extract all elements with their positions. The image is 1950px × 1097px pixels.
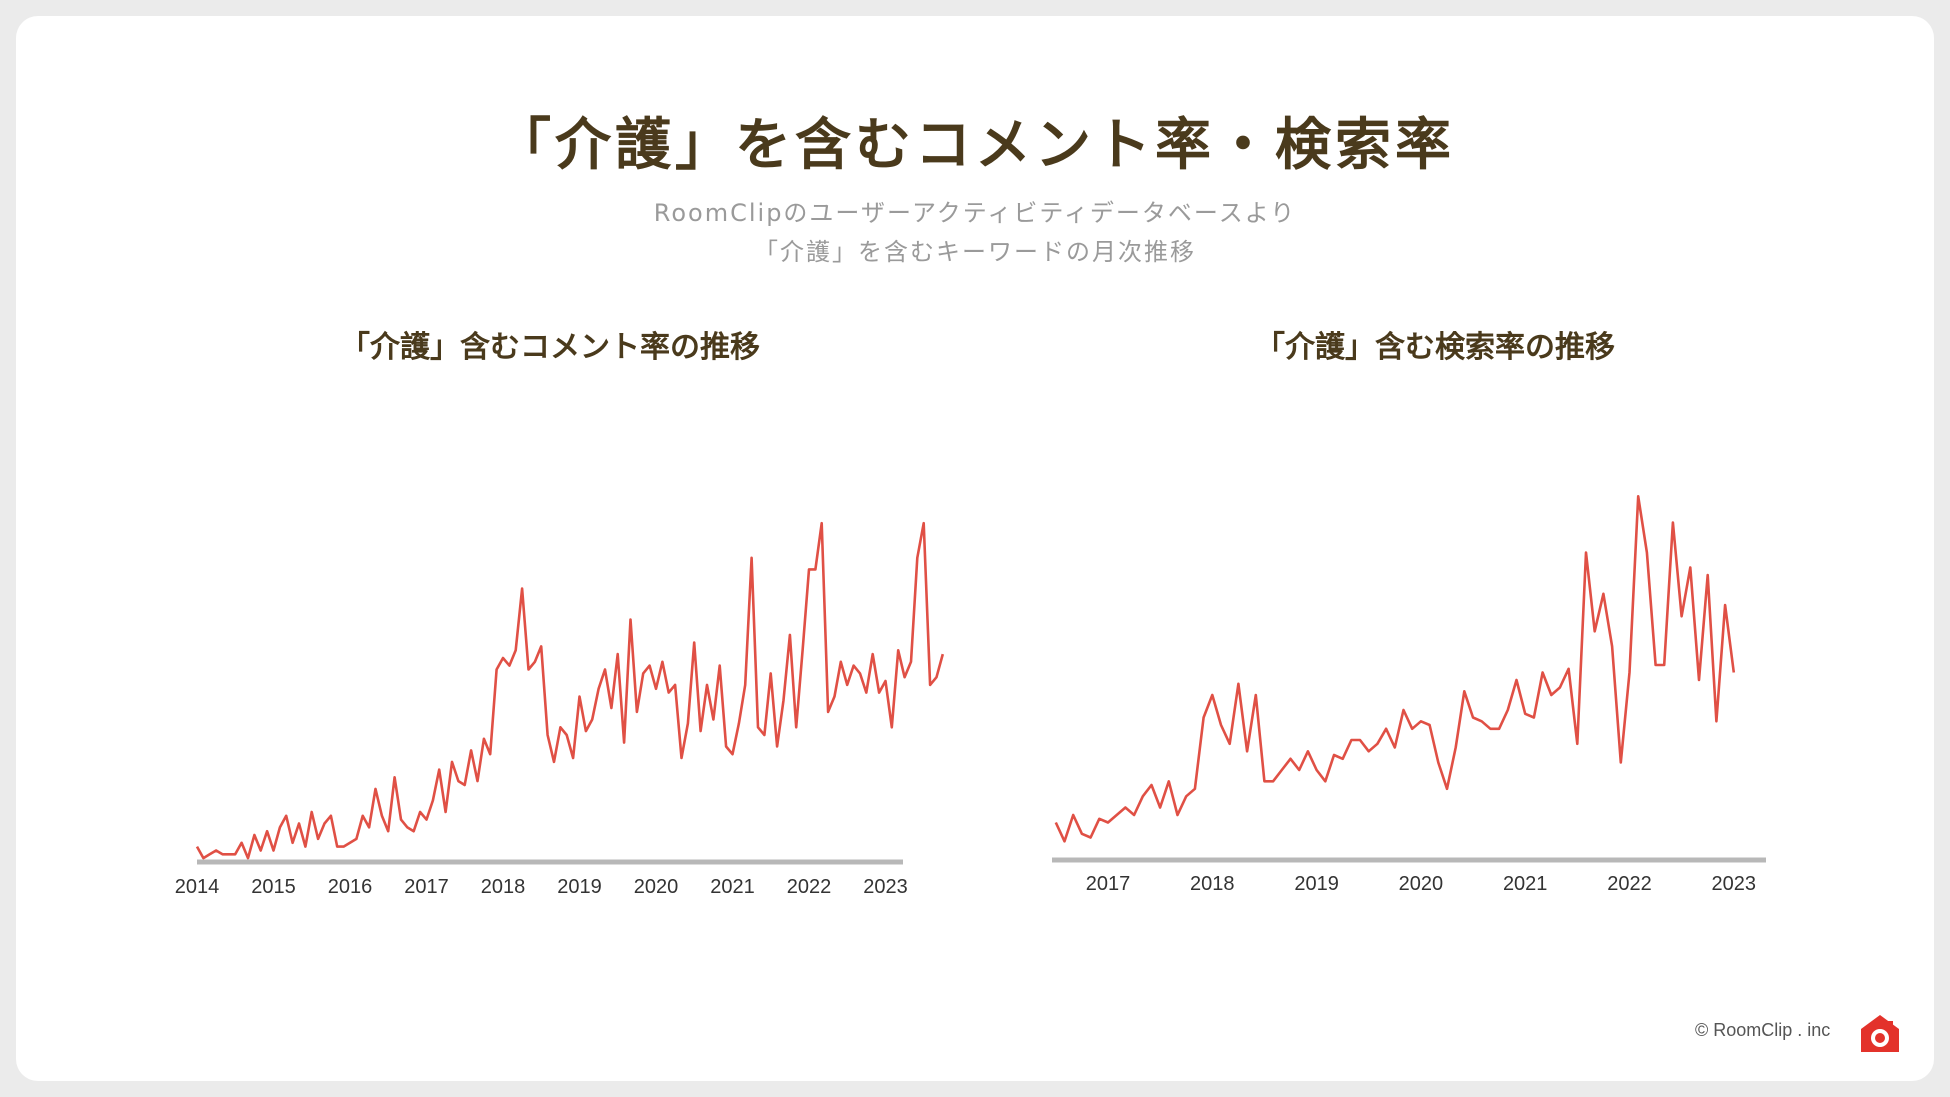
- roomclip-logo-icon: [1858, 1014, 1902, 1058]
- x-tick-label: 2019: [1294, 873, 1339, 895]
- x-tick-label: 2023: [863, 876, 908, 898]
- x-tick-label: 2015: [251, 876, 296, 898]
- subtitle-line-2: 「介護」を含むキーワードの月次推移: [754, 238, 1196, 266]
- x-tick-label: 2021: [1503, 873, 1548, 895]
- series-line: [195, 521, 945, 860]
- x-tick-label: 2019: [557, 876, 602, 898]
- copyright-text: © RoomClip . inc: [1695, 1020, 1831, 1040]
- x-tick-label: 2022: [1607, 873, 1652, 895]
- search-rate-chart-title: 「介護」含む検索率の推移: [1255, 330, 1615, 365]
- slide-card: [16, 16, 1934, 1081]
- comment-rate-chart-title: 「介護」含むコメント率の推移: [340, 330, 760, 365]
- x-tick-label: 2018: [1190, 873, 1235, 895]
- x-tick-label: 2020: [1399, 873, 1444, 895]
- page-title: 「介護」を含むコメント率・検索率: [495, 113, 1455, 178]
- x-tick-label: 2021: [710, 876, 755, 898]
- series-line: [1054, 494, 1736, 843]
- x-tick-label: 2018: [481, 876, 526, 898]
- x-tick-label: 2023: [1712, 873, 1757, 895]
- x-tick-label: 2017: [1086, 873, 1131, 895]
- x-tick-label: 2014: [175, 876, 220, 898]
- x-tick-label: 2022: [787, 876, 832, 898]
- x-tick-label: 2016: [328, 876, 373, 898]
- subtitle-line-1: RoomClipのユーザーアクティビティデータベースより: [653, 199, 1297, 227]
- x-tick-label: 2020: [634, 876, 679, 898]
- x-tick-label: 2017: [404, 876, 449, 898]
